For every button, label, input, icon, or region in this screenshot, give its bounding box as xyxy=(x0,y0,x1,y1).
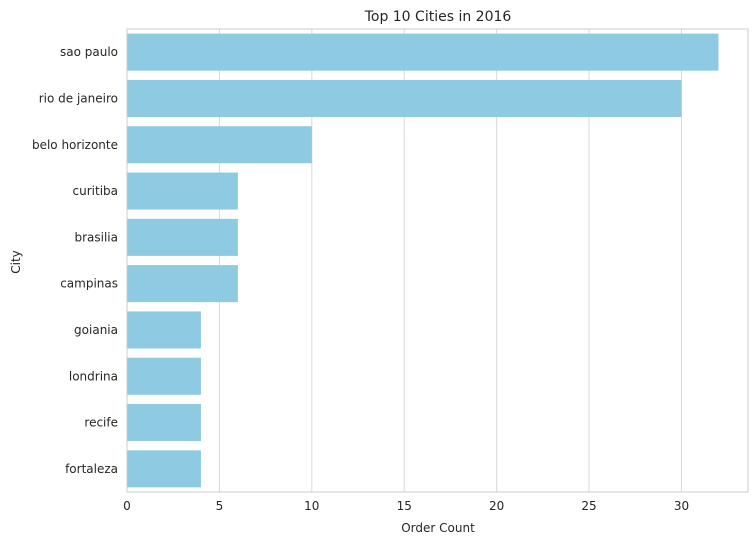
x-tick-labels: 0 5 10 15 20 25 30 xyxy=(123,499,689,513)
x-axis-label: Order Count xyxy=(401,521,475,535)
x-tick-label: 0 xyxy=(123,499,131,513)
y-tick-labels: sao paulo rio de janeiro belo horizonte cur… xyxy=(32,45,118,476)
y-tick-label: fortaleza xyxy=(65,462,118,476)
x-tick-label: 10 xyxy=(304,499,319,513)
x-tick-label: 15 xyxy=(397,499,412,513)
plot-frame xyxy=(126,28,749,493)
y-tick-label: brasilia xyxy=(74,230,118,244)
y-tick-label: londrina xyxy=(69,369,118,383)
bar xyxy=(127,126,312,164)
x-tick-label: 5 xyxy=(216,499,224,513)
x-tick-label: 30 xyxy=(674,499,689,513)
bar xyxy=(127,357,201,395)
x-tick-label: 20 xyxy=(489,499,504,513)
bar xyxy=(127,218,238,256)
x-tick-label: 25 xyxy=(581,499,596,513)
y-tick-label: goiania xyxy=(74,323,118,337)
y-tick-label: campinas xyxy=(60,277,118,291)
y-axis-label: City xyxy=(9,250,23,274)
y-tick-label: sao paulo xyxy=(60,45,118,59)
bar xyxy=(127,311,201,349)
bar xyxy=(127,172,238,210)
y-tick-label: curitiba xyxy=(73,184,118,198)
bar xyxy=(127,79,682,117)
bar xyxy=(127,33,719,71)
chart-title: Top 10 Cities in 2016 xyxy=(364,9,512,25)
bar xyxy=(127,265,238,303)
bar xyxy=(127,450,201,488)
bars xyxy=(127,33,719,488)
y-tick-label: rio de janeiro xyxy=(39,91,118,105)
y-tick-label: recife xyxy=(84,416,118,430)
bar xyxy=(127,404,201,442)
y-tick-label: belo horizonte xyxy=(32,138,118,152)
